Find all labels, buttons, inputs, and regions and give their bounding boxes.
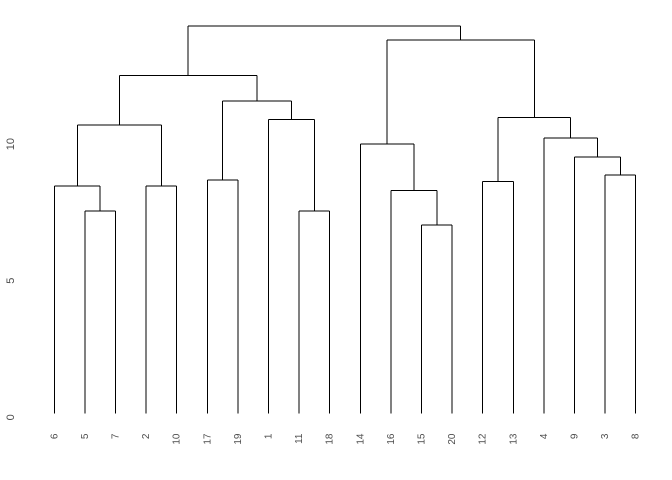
leaf-label: 6 (49, 433, 60, 439)
leaf-label: 13 (508, 433, 519, 445)
leaf-label: 14 (355, 433, 366, 445)
leaf-label: 1 (264, 433, 275, 439)
leaf-label: 7 (111, 433, 122, 439)
leaf-label: 4 (539, 433, 550, 439)
dendrogram-tree (53, 25, 637, 414)
leaf-label: 2 (141, 433, 152, 439)
leaf-label: 9 (570, 433, 581, 439)
leaf-label: 8 (631, 433, 642, 439)
leaf-label: 20 (447, 433, 458, 445)
leaf-label: 19 (233, 433, 244, 445)
y-tick-label: 5 (5, 278, 17, 284)
leaf-label: 17 (202, 433, 213, 445)
leaf-labels: 6 5 7 2 10 17 19 1 11 18 14 16 15 20 12 13 4 9 3 8 (49, 433, 641, 445)
leaf-label: 11 (294, 433, 305, 444)
leaf-label: 18 (325, 433, 336, 445)
leaf-label: 5 (80, 433, 91, 439)
y-axis-tick-labels: 0 5 10 (5, 138, 17, 420)
y-tick-label: 10 (5, 138, 17, 150)
leaf-label: 16 (386, 433, 397, 445)
leaf-label: 10 (172, 433, 183, 445)
leaf-label: 3 (600, 433, 611, 439)
y-tick-label: 0 (5, 414, 17, 420)
leaf-label: 12 (478, 433, 489, 445)
leaf-label: 15 (417, 433, 428, 445)
